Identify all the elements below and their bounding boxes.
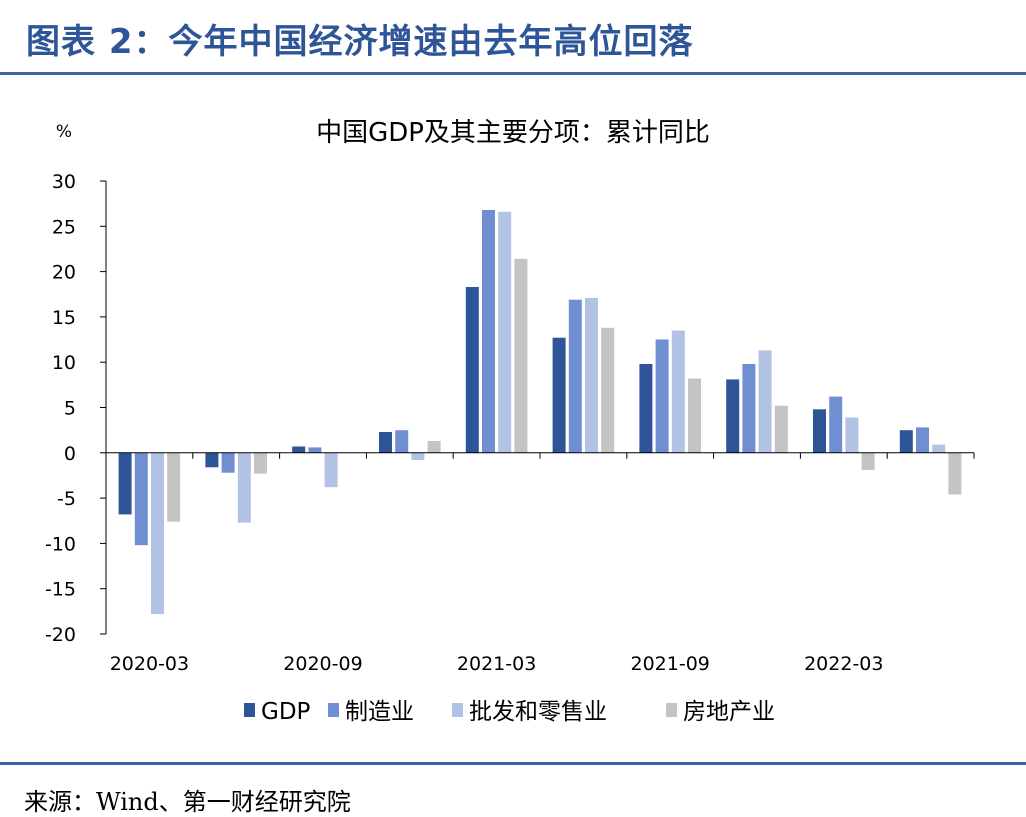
bar: [482, 210, 495, 453]
bar: [151, 452, 164, 615]
bar: [932, 444, 946, 453]
header-divider: [0, 72, 1026, 75]
y-tick-label: -5: [57, 488, 76, 510]
bar: [427, 441, 441, 453]
bar: [601, 327, 615, 453]
x-tick-label: 2020-09: [283, 653, 362, 675]
bar: [498, 211, 512, 453]
legend: GDP 制造业 批发和零售业 房地产业: [244, 699, 775, 725]
bar: [899, 430, 913, 453]
legend-swatch: [244, 703, 255, 717]
bars-layer: [118, 210, 962, 615]
chart-title: 中国GDP及其主要分项：累计同比: [316, 118, 710, 148]
bar-chart: 中国GDP及其主要分项：累计同比 % 30 25 20 15 10 5 0 -5 -10 -15 -…: [45, 118, 975, 725]
figure-title: 图表 2：今年中国经济增速由去年高位回落: [26, 22, 694, 62]
bar: [237, 452, 251, 523]
bar: [514, 258, 528, 453]
source-note: 来源：Wind、第一财经研究院: [24, 788, 351, 816]
bar: [308, 447, 322, 453]
y-tick-label: 30: [52, 171, 76, 193]
bar: [726, 379, 740, 453]
y-tick-label: 25: [52, 216, 76, 238]
legend-label: 制造业: [345, 699, 414, 725]
bar: [205, 452, 219, 468]
bar: [655, 339, 669, 453]
legend-label: 房地产业: [683, 699, 775, 725]
bar: [379, 432, 392, 453]
bar: [118, 452, 132, 515]
legend-label: GDP: [261, 699, 311, 725]
bar: [774, 405, 788, 453]
legend-swatch: [666, 703, 677, 717]
y-tick-label: 0: [64, 443, 76, 465]
legend-swatch: [328, 703, 339, 717]
bar: [395, 430, 409, 453]
bar: [324, 452, 338, 488]
bar: [639, 364, 653, 453]
bar: [585, 297, 598, 453]
bar: [845, 417, 859, 453]
bar: [292, 446, 306, 453]
bar: [813, 409, 826, 453]
y-tick-label: 20: [52, 262, 76, 284]
bar: [948, 452, 962, 495]
legend-swatch: [452, 703, 463, 717]
bar: [552, 337, 566, 453]
x-tick-label: 2021-03: [457, 653, 536, 675]
y-tick-label: -15: [45, 579, 76, 601]
x-tick-label: 2022-03: [804, 653, 883, 675]
bar: [861, 452, 875, 470]
y-tick-label: -20: [45, 624, 76, 646]
bar: [829, 396, 843, 453]
x-tick-label: 2021-09: [631, 653, 710, 675]
y-axis-unit-label: %: [56, 122, 72, 142]
bar: [254, 452, 267, 474]
bar: [742, 364, 756, 453]
x-tick-label: 2020-03: [110, 653, 189, 675]
y-tick-label: -10: [45, 533, 76, 555]
bar: [568, 299, 582, 453]
bar: [134, 452, 148, 546]
bar: [671, 330, 685, 453]
footer-divider: [0, 762, 1026, 765]
y-tick-label: 15: [52, 307, 76, 329]
bar: [465, 287, 479, 453]
legend-label: 批发和零售业: [469, 699, 607, 725]
axes-layer: 30 25 20 15 10 5 0 -5 -10 -15 -20 2020-03 2020-09 202…: [45, 171, 975, 675]
y-tick-label: 10: [52, 352, 76, 374]
bar: [758, 350, 772, 453]
bar: [221, 452, 235, 473]
bar: [167, 452, 181, 522]
bar: [688, 378, 701, 453]
bar: [411, 452, 425, 460]
bar: [916, 427, 929, 453]
y-tick-label: 5: [64, 398, 76, 420]
